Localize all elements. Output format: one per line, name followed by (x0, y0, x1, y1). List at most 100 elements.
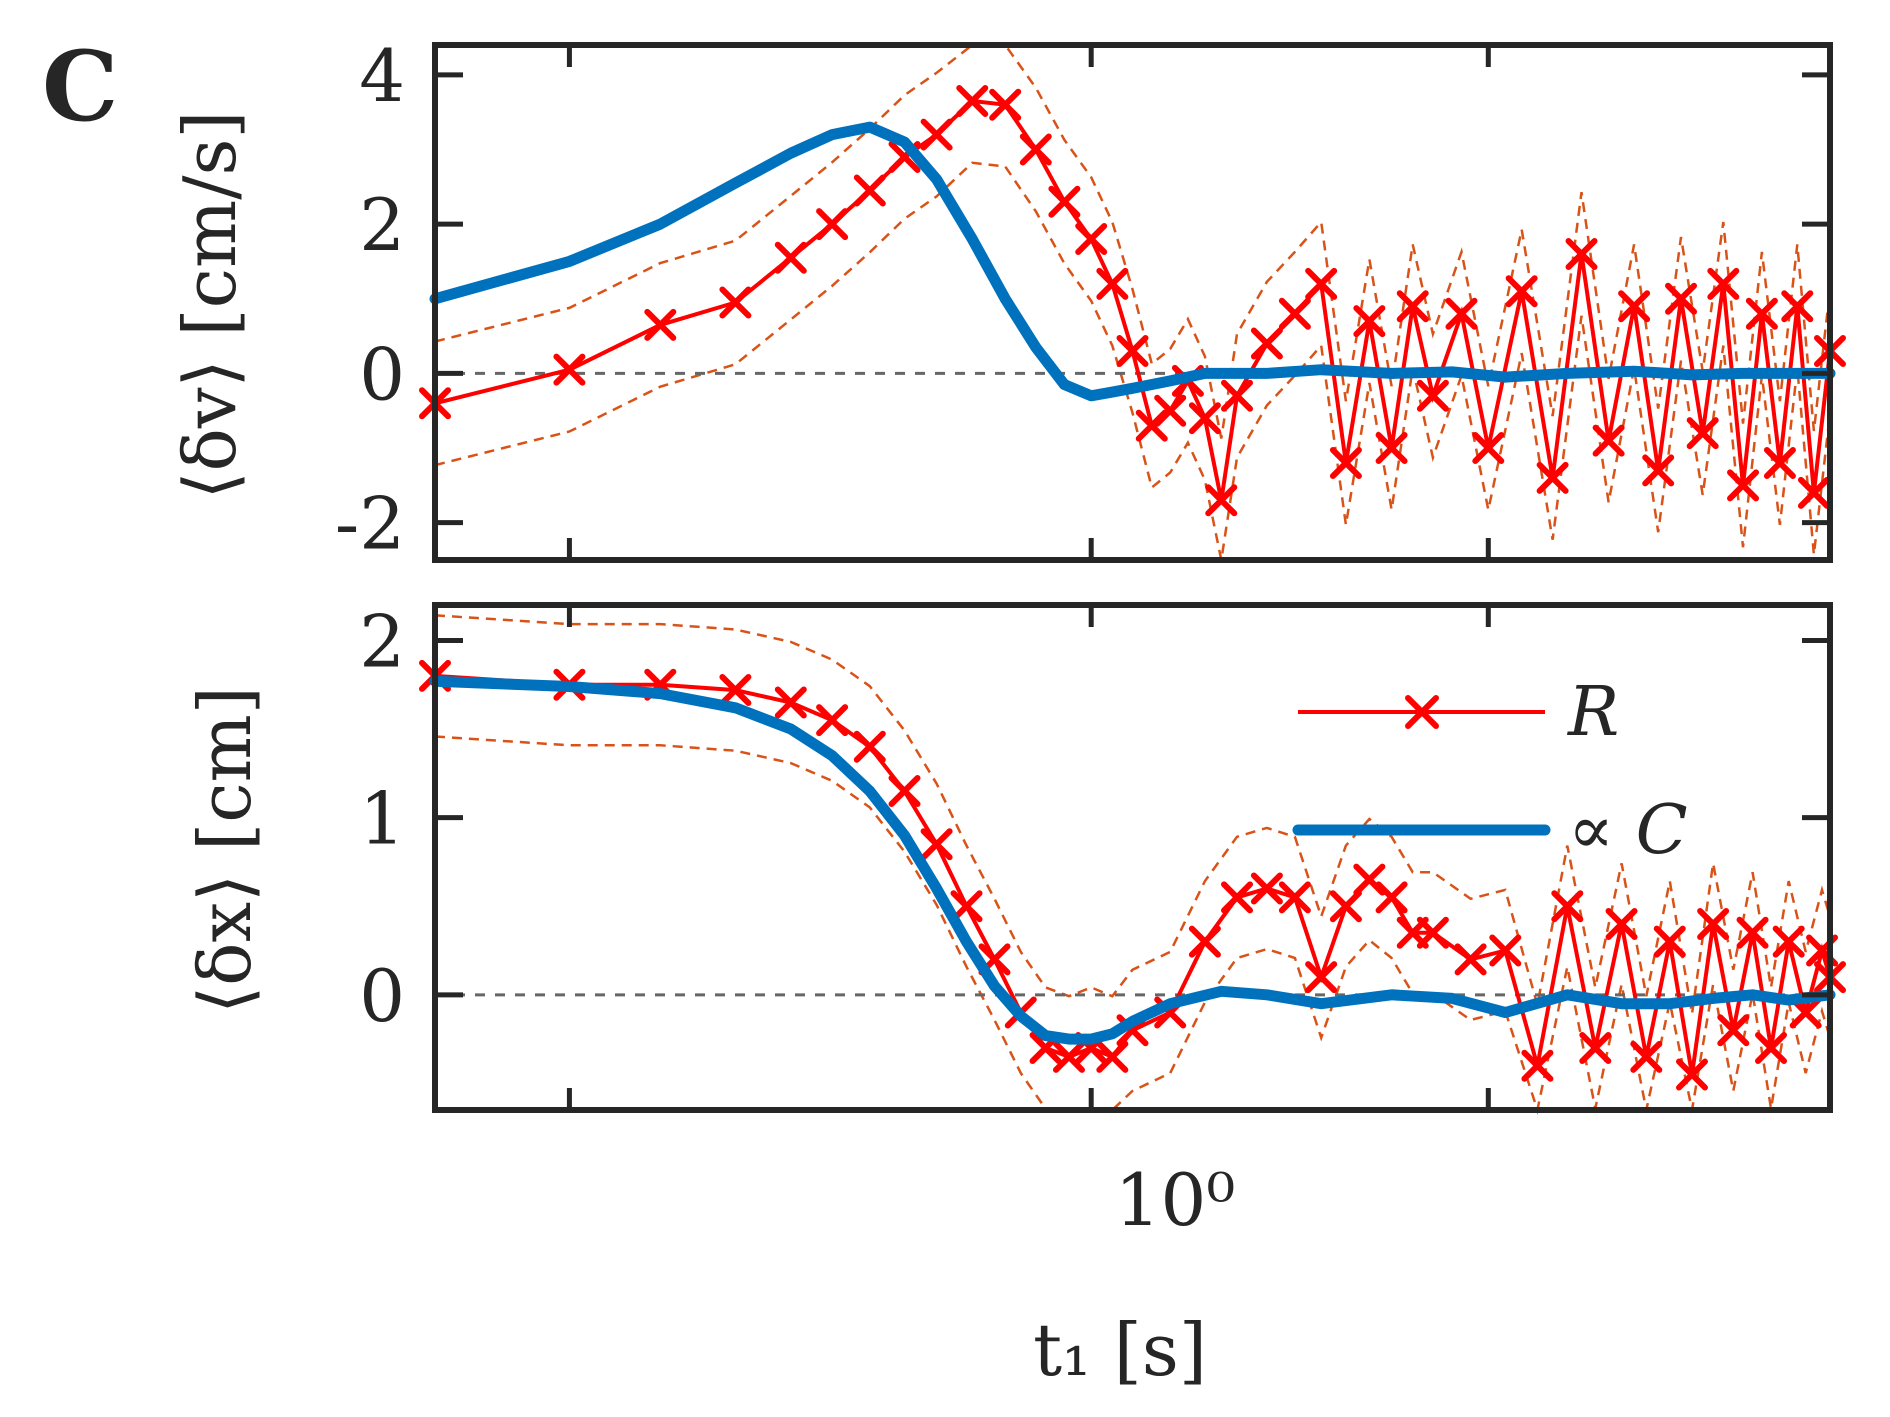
R-point (1278, 297, 1311, 330)
R-point (1116, 335, 1149, 368)
R-point (1353, 863, 1386, 896)
R-point (920, 118, 953, 151)
R-point (1416, 379, 1449, 412)
R-point (956, 84, 989, 117)
R-point (1205, 484, 1238, 517)
velocity-ylabel: ⟨δv⟩ [cm/s] (168, 110, 252, 499)
ci-upper (434, 43, 1832, 439)
R-point (719, 286, 752, 319)
R-point (553, 353, 586, 386)
R-point (1642, 454, 1675, 487)
R-point (1305, 961, 1338, 994)
R-point (1605, 907, 1638, 940)
velocity-ytick-labels: -2 0 2 4 (335, 34, 405, 566)
R-point (774, 686, 807, 719)
R-point (1188, 402, 1221, 435)
ytick-label: 4 (359, 34, 405, 118)
position-panel: 0 1 2 ⟨δx⟩ [cm] 10⁰ t₁ [s] R ∝ C (183, 599, 1846, 1392)
R-point (920, 828, 953, 861)
velocity-series (419, 84, 1846, 517)
R-point (1665, 282, 1698, 315)
R-point (1188, 925, 1221, 958)
R-point (1329, 446, 1362, 479)
R-point (1521, 1049, 1554, 1082)
R-point (1536, 461, 1569, 494)
velocity-axes-frame (432, 42, 1833, 563)
position-axes-frame (432, 602, 1833, 1113)
ytick-label: 1 (359, 777, 405, 861)
velocity-panel: -2 0 2 4 ⟨δv⟩ [cm/s] (168, 34, 1846, 566)
R-point (719, 674, 752, 707)
R-point (1445, 297, 1478, 330)
R-point (888, 775, 921, 808)
R-point (1707, 267, 1740, 300)
legend-C-label: ∝ C (1568, 791, 1688, 870)
C-series-line (429, 121, 1836, 402)
R-point (1797, 476, 1830, 509)
R-point (1221, 881, 1254, 914)
velocity-ci-band (434, 43, 1832, 561)
R-point (1763, 446, 1796, 479)
R-point (1489, 934, 1522, 967)
R-point (1019, 133, 1052, 166)
ytick-label: 0 (359, 332, 405, 416)
R-point (1472, 432, 1505, 465)
R-point (1154, 394, 1187, 427)
R-point (1789, 996, 1822, 1029)
R-point (989, 88, 1022, 121)
R-point (1736, 916, 1769, 949)
R-point (1745, 297, 1778, 330)
R-point (1096, 1040, 1129, 1073)
ci-lower (434, 161, 1832, 561)
R-point (1096, 267, 1129, 300)
R-point (1305, 267, 1338, 300)
R-point (853, 174, 886, 207)
R-point (1551, 890, 1584, 923)
R-point (1375, 881, 1408, 914)
R-point (1697, 907, 1730, 940)
position-ticks (435, 605, 1830, 1110)
R-point (1592, 424, 1625, 457)
R-point (816, 704, 849, 737)
R-point (1250, 327, 1283, 360)
R-point (1630, 1040, 1663, 1073)
R-point (1375, 432, 1408, 465)
panel-letter: C (42, 30, 118, 143)
R-point (1675, 1058, 1708, 1091)
R-point (1278, 881, 1311, 914)
legend-R-label: R (1566, 673, 1619, 752)
R-point (1353, 305, 1386, 338)
R-point (1618, 290, 1651, 323)
R-point (1727, 469, 1760, 502)
R-point (853, 730, 886, 763)
R-point (1772, 925, 1805, 958)
R-point (1221, 379, 1254, 412)
position-ylabel: ⟨δx⟩ [cm] (183, 686, 267, 1014)
ci-lower (434, 735, 1832, 1115)
xtick-label-10-0: 10⁰ (1115, 1158, 1235, 1242)
R-point (1052, 1040, 1085, 1073)
R-point (1717, 1014, 1750, 1047)
ytick-label: -2 (335, 482, 405, 566)
R-point (1075, 223, 1108, 256)
R-point (1579, 1031, 1612, 1064)
R-point (644, 308, 677, 341)
legend-R-marker (1405, 695, 1439, 729)
R-point (1781, 290, 1814, 323)
C-series-line (429, 675, 1836, 1045)
R-point (950, 890, 983, 923)
R-point (1396, 290, 1429, 323)
R-point (1329, 890, 1362, 923)
R-point (1686, 417, 1719, 450)
velocity-ticks (435, 45, 1830, 560)
R-point (1565, 237, 1598, 270)
ytick-label: 2 (359, 183, 405, 267)
R-point (1048, 185, 1081, 218)
position-series (419, 659, 1846, 1091)
R-point (1653, 925, 1686, 958)
position-ci-band (434, 614, 1832, 1115)
R-point (1505, 275, 1538, 308)
ytick-label: 2 (359, 599, 405, 683)
R-series-line (434, 673, 1832, 1075)
